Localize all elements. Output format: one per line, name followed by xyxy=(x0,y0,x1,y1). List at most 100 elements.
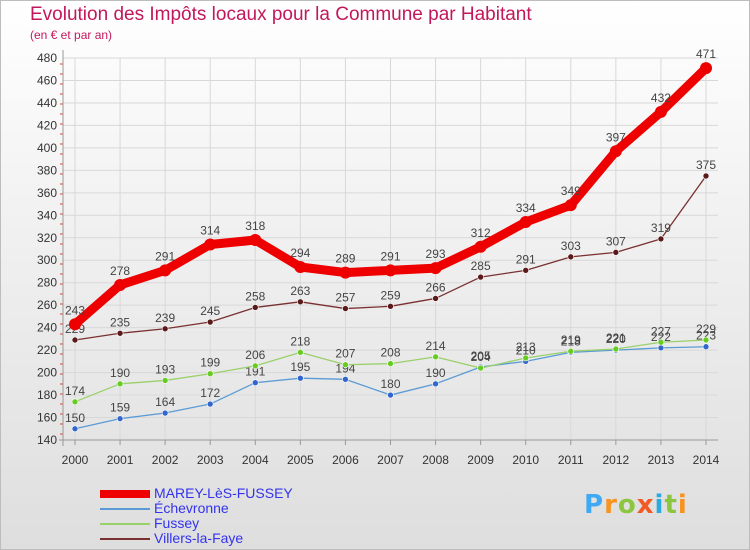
legend-label: Fussey xyxy=(154,515,200,531)
legend-swatch xyxy=(100,490,150,498)
y-tick-label: 460 xyxy=(37,73,57,87)
logo-letter: i xyxy=(654,490,665,520)
y-tick-label: 280 xyxy=(37,276,57,290)
data-point-Fussey xyxy=(342,361,349,369)
data-point-Fussey xyxy=(702,336,710,344)
data-label-MAREY-LèS-FUSSEY: 334 xyxy=(516,201,536,215)
data-point-Échevronne xyxy=(297,374,304,382)
data-point-Villers-la-Faye xyxy=(657,235,665,243)
data-label-Échevronne: 180 xyxy=(380,377,400,391)
data-label-Villers-la-Faye: 307 xyxy=(606,234,626,248)
legend-swatch xyxy=(100,538,150,540)
data-point-Fussey xyxy=(71,398,79,406)
proxiti-logo: Proxiti xyxy=(584,490,688,520)
data-label-Fussey: 204 xyxy=(471,350,491,364)
data-label-Échevronne: 195 xyxy=(290,360,310,374)
y-tick-label: 260 xyxy=(37,298,57,312)
data-label-Villers-la-Faye: 259 xyxy=(380,288,400,302)
data-label-MAREY-LèS-FUSSEY: 312 xyxy=(471,226,491,240)
data-point-Fussey xyxy=(522,354,530,362)
data-point-MAREY-LèS-FUSSEY xyxy=(69,318,81,331)
data-label-Fussey: 199 xyxy=(200,356,220,370)
x-tick-label: 2012 xyxy=(603,453,630,467)
x-tick-label: 2008 xyxy=(422,453,449,467)
data-point-Villers-la-Faye xyxy=(522,267,530,274)
data-point-Villers-la-Faye xyxy=(297,298,304,306)
y-tick-label: 360 xyxy=(37,186,57,200)
x-tick-label: 2001 xyxy=(107,453,134,467)
data-label-Échevronne: 218 xyxy=(561,334,581,348)
x-tick-label: 2011 xyxy=(558,453,584,467)
data-label-Fussey: 221 xyxy=(606,331,626,345)
data-label-Villers-la-Faye: 263 xyxy=(290,284,310,298)
legend-swatch xyxy=(100,523,150,525)
y-tick-label: 160 xyxy=(37,411,57,425)
y-tick-label: 380 xyxy=(37,163,57,177)
data-point-Fussey xyxy=(477,364,484,372)
data-point-Villers-la-Faye xyxy=(702,172,710,180)
logo-letter: P xyxy=(584,490,605,520)
data-point-MAREY-LèS-FUSSEY xyxy=(474,240,487,253)
data-point-Villers-la-Faye xyxy=(116,329,124,337)
data-label-Villers-la-Faye: 266 xyxy=(426,280,446,294)
data-point-Fussey xyxy=(657,338,665,346)
y-tick-label: 440 xyxy=(37,96,57,110)
data-point-Échevronne xyxy=(71,425,79,433)
data-point-Échevronne xyxy=(657,344,665,352)
data-point-MAREY-LèS-FUSSEY xyxy=(384,264,397,277)
data-label-Villers-la-Faye: 258 xyxy=(245,289,265,303)
x-tick-label: 2000 xyxy=(62,453,89,467)
data-label-MAREY-LèS-FUSSEY: 318 xyxy=(245,219,265,233)
data-point-Échevronne xyxy=(251,379,259,387)
data-label-Fussey: 214 xyxy=(426,339,446,353)
data-point-Villers-la-Faye xyxy=(251,304,259,311)
data-point-MAREY-LèS-FUSSEY xyxy=(429,262,442,275)
logo-letter: i xyxy=(677,490,688,520)
data-point-MAREY-LèS-FUSSEY xyxy=(204,238,217,251)
data-point-Villers-la-Faye xyxy=(206,318,214,326)
x-tick-label: 2014 xyxy=(693,453,720,467)
data-point-Échevronne xyxy=(342,376,349,383)
data-label-MAREY-LèS-FUSSEY: 314 xyxy=(200,224,220,238)
data-label-Échevronne: 190 xyxy=(426,366,446,380)
data-label-MAREY-LèS-FUSSEY: 294 xyxy=(290,246,310,260)
data-point-Fussey xyxy=(161,377,169,384)
x-tick-label: 2007 xyxy=(377,453,404,467)
data-label-Échevronne: 223 xyxy=(696,329,716,343)
data-label-Fussey: 174 xyxy=(65,384,85,398)
data-point-MAREY-LèS-FUSSEY xyxy=(249,234,262,247)
chart-title: Evolution des Impôts locaux pour la Comm… xyxy=(30,4,532,25)
data-point-MAREY-LèS-FUSSEY xyxy=(700,62,712,75)
data-point-Fussey xyxy=(116,380,124,388)
data-label-Fussey: 219 xyxy=(561,333,581,347)
x-tick-label: 2002 xyxy=(152,453,179,467)
data-label-Fussey: 218 xyxy=(290,334,310,348)
data-point-Fussey xyxy=(297,349,304,356)
data-label-MAREY-LèS-FUSSEY: 397 xyxy=(606,130,626,144)
data-label-Échevronne: 172 xyxy=(200,386,220,400)
data-point-Fussey xyxy=(387,360,394,367)
data-label-Villers-la-Faye: 319 xyxy=(651,221,671,235)
legend-label: Villers-la-Faye xyxy=(154,530,244,546)
data-label-Villers-la-Faye: 303 xyxy=(561,239,581,253)
data-label-MAREY-LèS-FUSSEY: 349 xyxy=(561,184,581,198)
data-point-Fussey xyxy=(432,353,439,361)
data-point-Fussey xyxy=(206,370,214,378)
data-point-MAREY-LèS-FUSSEY xyxy=(159,264,172,277)
legend-swatch xyxy=(100,508,150,510)
y-tick-label: 240 xyxy=(37,321,57,335)
data-point-Villers-la-Faye xyxy=(161,325,169,333)
x-tick-label: 2003 xyxy=(197,453,224,467)
logo-letter: t xyxy=(664,490,678,520)
data-point-Échevronne xyxy=(116,415,124,422)
data-label-MAREY-LèS-FUSSEY: 432 xyxy=(651,91,671,105)
y-tick-label: 400 xyxy=(37,141,57,155)
data-label-Villers-la-Faye: 291 xyxy=(516,252,536,266)
data-label-Échevronne: 164 xyxy=(155,395,175,409)
data-point-MAREY-LèS-FUSSEY xyxy=(294,260,307,273)
y-tick-label: 340 xyxy=(37,208,57,222)
data-label-Villers-la-Faye: 239 xyxy=(155,311,175,325)
data-point-MAREY-LèS-FUSSEY xyxy=(114,278,127,291)
data-label-Échevronne: 191 xyxy=(245,365,265,379)
